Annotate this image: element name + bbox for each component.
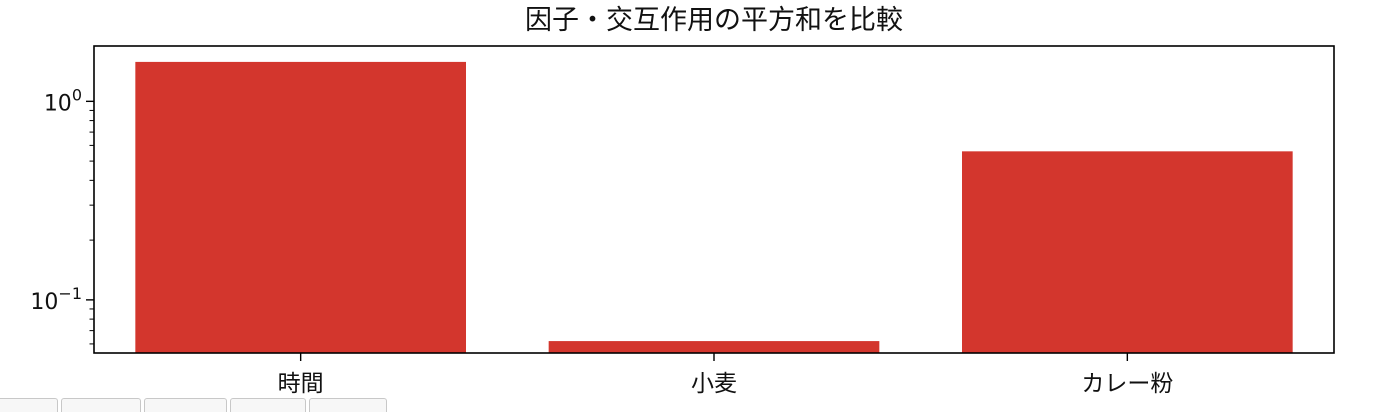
chart-title: 因子・交互作用の平方和を比較 — [525, 5, 903, 36]
bars-group — [135, 61, 1293, 354]
x-tick-label: カレー粉 — [1081, 371, 1173, 397]
toolbar-button[interactable] — [309, 398, 387, 412]
x-axis: 時間 小麦 カレー粉 — [278, 353, 1173, 397]
toolbar-button[interactable] — [144, 398, 227, 412]
y-tick-label: 100 — [44, 85, 82, 116]
toolbar-button[interactable] — [230, 398, 306, 412]
x-tick-label: 時間 — [278, 371, 324, 397]
x-tick-label: 小麦 — [691, 371, 737, 397]
toolbar-button[interactable] — [0, 398, 58, 412]
bar — [135, 61, 467, 354]
y-axis: 100 10−1 — [30, 85, 94, 345]
plot-frame — [93, 45, 1335, 354]
bar — [548, 341, 880, 353]
y-tick-label: 10−1 — [30, 284, 82, 315]
bar — [962, 151, 1293, 353]
toolbar-button[interactable] — [61, 398, 141, 412]
